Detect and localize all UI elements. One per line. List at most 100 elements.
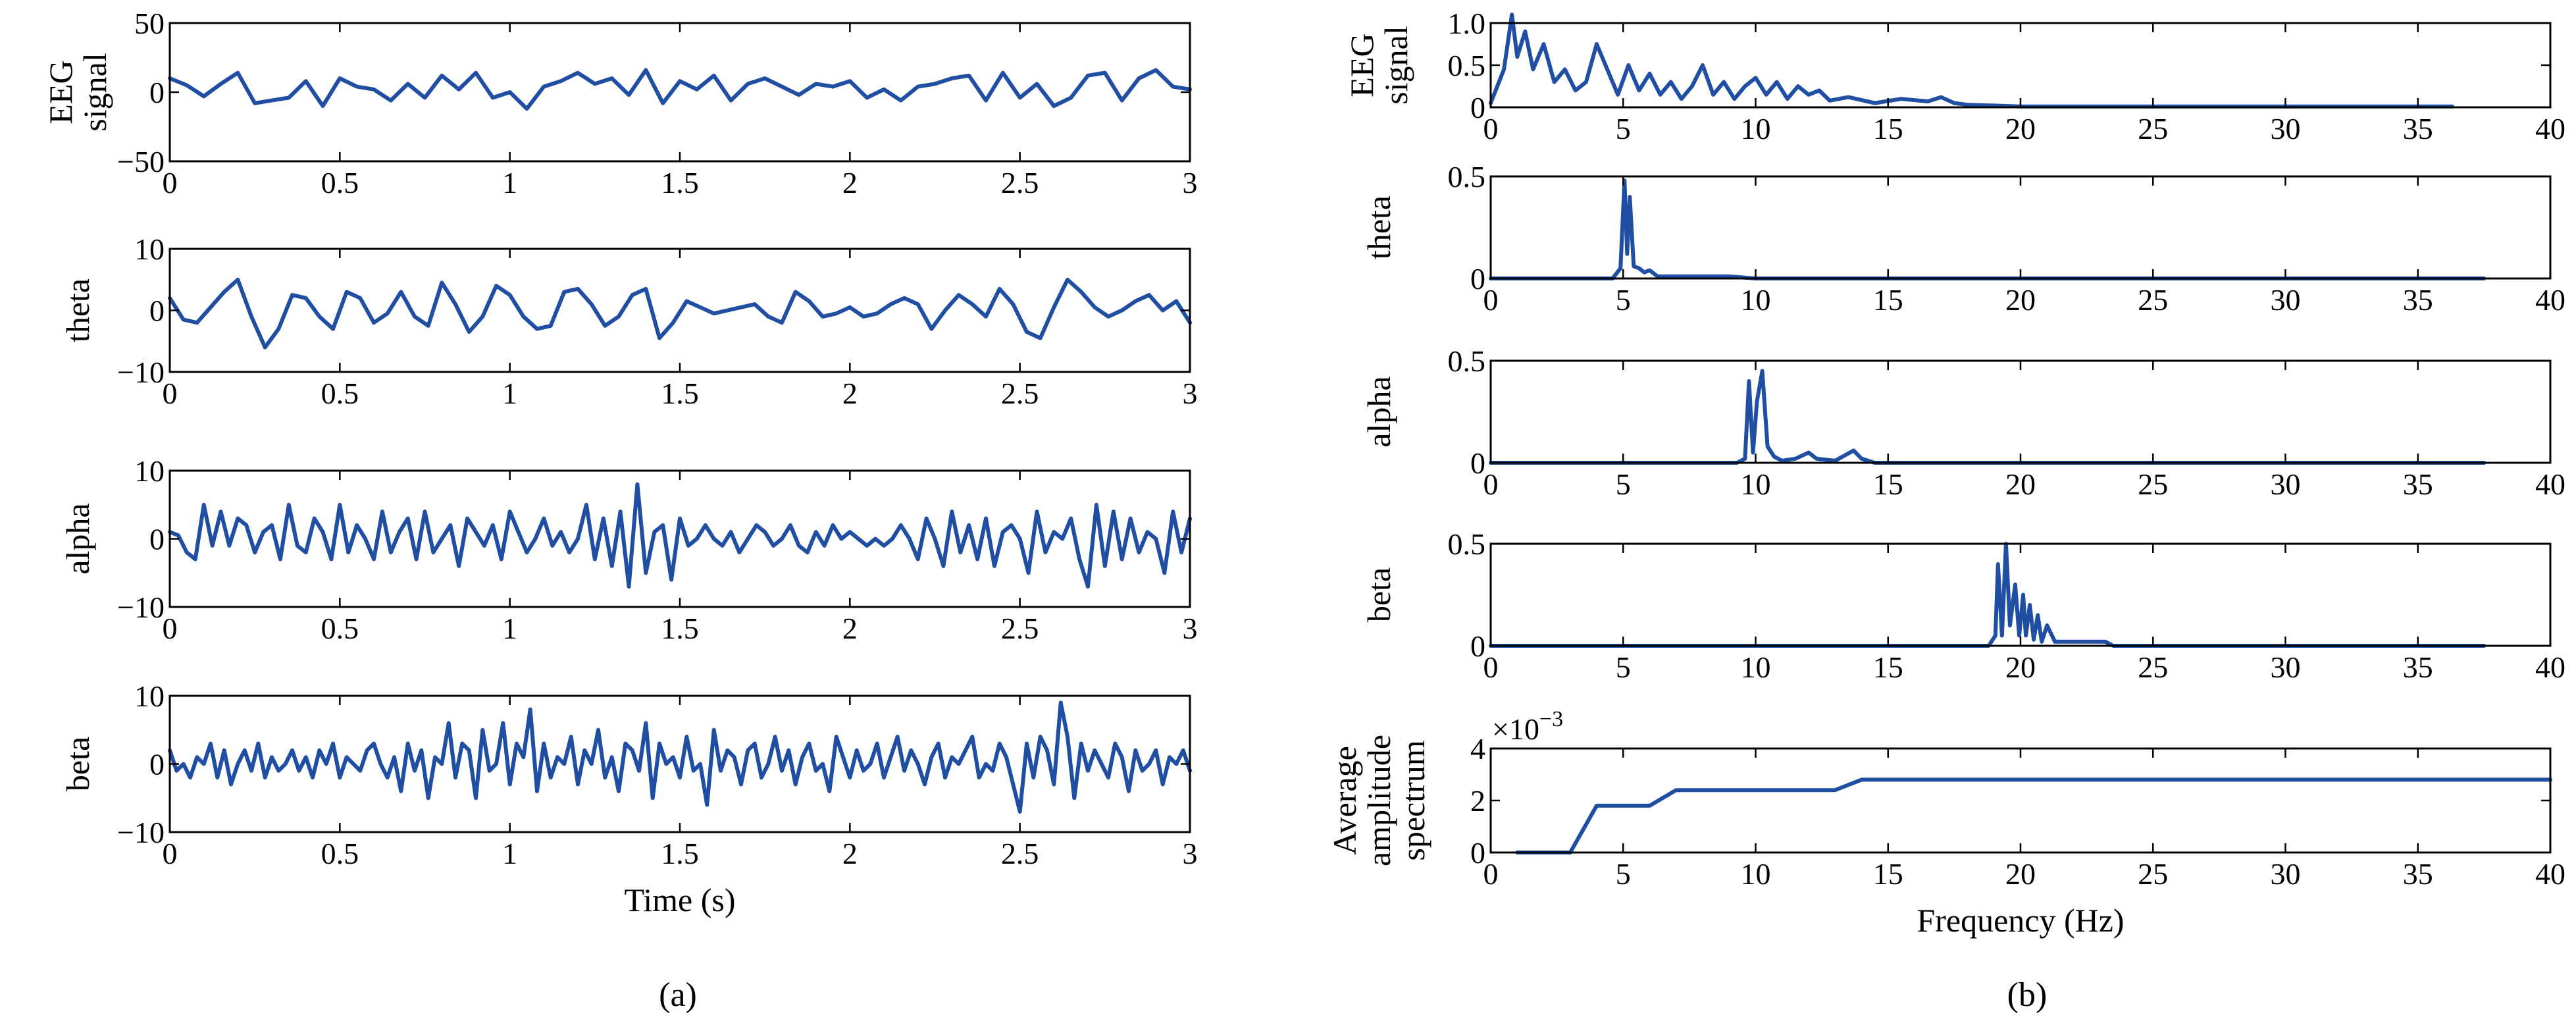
- caption-a: (a): [659, 976, 697, 1014]
- x-tick-label-b-beta-2: 10: [1741, 650, 1771, 684]
- y-axis-label-a-eeg: EEGsignal: [42, 53, 113, 131]
- y-tick-label-a-alpha-2: 10: [134, 454, 165, 488]
- x-tick-label-b-theta-0: 0: [1483, 283, 1499, 317]
- axes-frame-a-eeg: [168, 22, 1191, 163]
- x-tick-label-a-theta-1: 0.5: [321, 377, 359, 410]
- x-tick-label-b-avg-0: 0: [1483, 857, 1499, 891]
- x-tick-label-a-beta-1: 0.5: [321, 837, 359, 870]
- x-tick-label-a-eeg-4: 2: [842, 166, 858, 199]
- axes-frame-b-alpha: [1489, 359, 2552, 464]
- y-axis-label-a-alpha: alpha: [59, 503, 96, 574]
- x-tick-label-a-theta-3: 1.5: [661, 377, 699, 410]
- x-tick-label-a-theta-6: 3: [1183, 377, 1198, 410]
- x-tick-label-b-alpha-7: 35: [2403, 467, 2433, 501]
- y-tick-label-a-theta-1: 0: [149, 294, 165, 328]
- x-tick-label-b-avg-2: 10: [1741, 857, 1771, 891]
- x-tick-label-b-beta-6: 30: [2271, 650, 2301, 684]
- y-tick-label-a-eeg-0: −50: [117, 145, 165, 178]
- y-tick-label-a-eeg-1: 0: [149, 76, 165, 109]
- x-tick-label-b-beta-7: 35: [2403, 650, 2433, 684]
- y-tick-label-b-eeg-1: 0.5: [1448, 49, 1486, 82]
- x-tick-label-b-eeg-5: 25: [2138, 112, 2168, 145]
- y-tick-label-a-theta-2: 10: [134, 232, 165, 266]
- x-tick-label-b-avg-1: 5: [1616, 857, 1631, 891]
- x-axis-label-a-beta: Time (s): [624, 881, 735, 918]
- x-tick-label-b-avg-5: 25: [2138, 857, 2168, 891]
- x-tick-label-b-eeg-2: 10: [1741, 112, 1771, 145]
- x-tick-label-b-theta-7: 35: [2403, 283, 2433, 317]
- x-tick-label-a-eeg-3: 1.5: [661, 166, 699, 199]
- x-tick-label-b-alpha-5: 25: [2138, 467, 2168, 501]
- x-tick-label-b-eeg-8: 40: [2535, 112, 2565, 145]
- x-tick-label-a-beta-6: 3: [1183, 837, 1198, 870]
- x-tick-label-b-avg-6: 30: [2271, 857, 2301, 891]
- y-tick-label-a-alpha-0: −10: [117, 590, 165, 624]
- x-tick-label-a-eeg-5: 2.5: [1001, 166, 1039, 199]
- x-tick-label-a-alpha-4: 2: [842, 612, 858, 645]
- x-tick-label-b-eeg-7: 35: [2403, 112, 2433, 145]
- x-tick-label-a-theta-4: 2: [842, 377, 858, 410]
- x-tick-label-a-beta-5: 2.5: [1001, 837, 1039, 870]
- y-tick-label-b-alpha-1: 0.5: [1448, 344, 1486, 378]
- x-tick-label-b-avg-8: 40: [2535, 857, 2565, 891]
- x-tick-label-a-alpha-6: 3: [1183, 612, 1198, 645]
- y-tick-label-a-theta-0: −10: [117, 355, 165, 389]
- x-tick-label-a-alpha-5: 2.5: [1001, 612, 1039, 645]
- subplot-b-eeg: 0 5 10 15 20 25 30 35 40 0 0.5 1.0 EEGsignal: [1343, 7, 2565, 145]
- series-line-a-theta-0: [168, 277, 1192, 350]
- x-tick-label-b-theta-4: 20: [2005, 283, 2036, 317]
- series-line-a-beta-0: [168, 700, 1192, 814]
- x-tick-label-a-beta-3: 1.5: [661, 837, 699, 870]
- x-tick-label-a-theta-0: 0: [163, 377, 178, 410]
- x-tick-label-a-alpha-1: 0.5: [321, 612, 359, 645]
- x-tick-label-b-theta-3: 15: [1873, 283, 1903, 317]
- y-axis-label-b-avg: Averageamplitudespectrum: [1326, 735, 1431, 866]
- x-tick-label-a-alpha-3: 1.5: [661, 612, 699, 645]
- subplot-b-alpha: 0 5 10 15 20 25 30 35 40 0 0.5 alpha: [1360, 344, 2565, 501]
- x-tick-label-b-beta-4: 20: [2005, 650, 2036, 684]
- x-tick-label-b-beta-5: 25: [2138, 650, 2168, 684]
- series-line-b-theta-0: [1489, 178, 2486, 280]
- x-tick-label-b-avg-4: 20: [2005, 857, 2036, 891]
- x-tick-label-a-theta-5: 2.5: [1001, 377, 1039, 410]
- x-tick-label-b-alpha-0: 0: [1483, 467, 1499, 501]
- subplot-b-avg: 0 5 10 15 20 25 30 35 40 0 2 4×10−3 Averageamplitude…: [1326, 707, 2565, 939]
- x-tick-label-b-alpha-4: 20: [2005, 467, 2036, 501]
- y-tick-label-b-avg-1: 2: [1470, 784, 1485, 818]
- x-tick-label-b-alpha-1: 5: [1616, 467, 1631, 501]
- x-tick-label-b-eeg-3: 15: [1873, 112, 1903, 145]
- y-tick-label-b-theta-0: 0: [1470, 262, 1485, 296]
- series-line-b-alpha-0: [1489, 369, 2486, 465]
- y-tick-label-a-eeg-2: 50: [134, 7, 165, 40]
- x-tick-label-b-eeg-6: 30: [2271, 112, 2301, 145]
- subplot-b-theta: 0 5 10 15 20 25 30 35 40 0 0.5 theta: [1360, 160, 2565, 317]
- series-line-b-eeg-0: [1489, 13, 2455, 109]
- x-tick-label-b-beta-0: 0: [1483, 650, 1499, 684]
- x-tick-label-a-eeg-0: 0: [163, 166, 178, 199]
- series-line-a-alpha-0: [168, 482, 1192, 589]
- x-tick-label-b-theta-2: 10: [1741, 283, 1771, 317]
- y-axis-label-a-beta: beta: [59, 737, 96, 791]
- series-line-b-beta-0: [1489, 542, 2486, 648]
- x-tick-label-b-theta-8: 40: [2535, 283, 2565, 317]
- x-tick-label-a-beta-0: 0: [163, 837, 178, 870]
- series-line-a-eeg-0: [168, 68, 1192, 111]
- x-tick-label-b-avg-7: 35: [2403, 857, 2433, 891]
- axes-frame-a-alpha: [168, 469, 1191, 608]
- y-axis-label-b-theta: theta: [1360, 196, 1397, 259]
- series-line-b-avg-0: [1515, 777, 2552, 854]
- x-tick-label-a-beta-4: 2: [842, 837, 858, 870]
- y-tick-label-b-theta-1: 0.5: [1448, 160, 1486, 194]
- x-tick-label-b-theta-1: 5: [1616, 283, 1631, 317]
- x-tick-label-b-beta-8: 40: [2535, 650, 2565, 684]
- y-tick-label-b-beta-1: 0.5: [1448, 527, 1486, 561]
- subplot-b-beta: 0 5 10 15 20 25 30 35 40 0 0.5 beta: [1360, 527, 2565, 684]
- x-tick-label-b-alpha-3: 15: [1873, 467, 1903, 501]
- x-tick-label-a-alpha-2: 1: [502, 612, 517, 645]
- x-tick-label-b-beta-1: 5: [1616, 650, 1631, 684]
- y-tick-label-a-beta-1: 0: [149, 748, 165, 781]
- axes-frame-b-avg: [1489, 747, 2552, 854]
